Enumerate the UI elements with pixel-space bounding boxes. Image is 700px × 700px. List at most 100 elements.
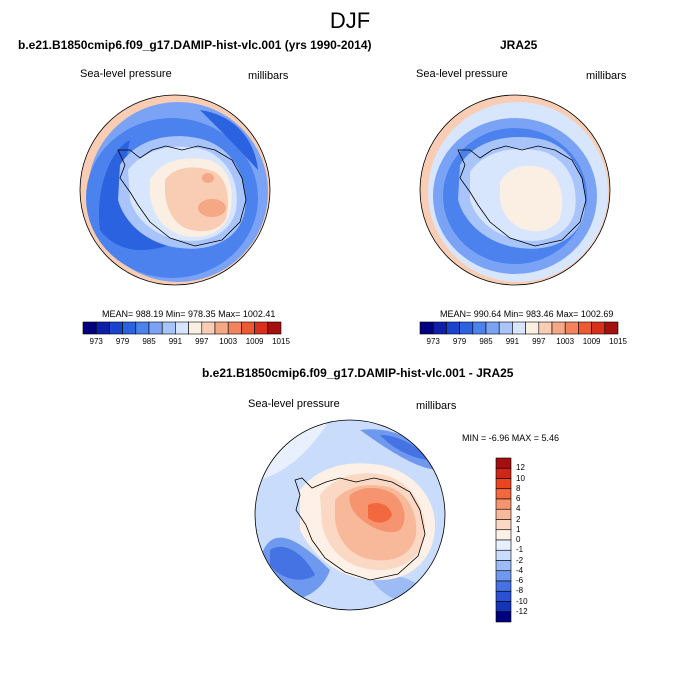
colorbar-obs-swatch bbox=[472, 321, 487, 335]
colorbar-model-swatch bbox=[95, 321, 110, 335]
map-diff-coastline bbox=[294, 477, 426, 581]
colorbar-diff-swatch bbox=[495, 601, 512, 613]
colorbar-obs-tick-label: 1003 bbox=[556, 337, 575, 346]
colorbar-obs-tick-label: 991 bbox=[505, 337, 520, 346]
colorbar-obs-tick-label: 979 bbox=[452, 337, 467, 346]
colorbar-model bbox=[82, 321, 282, 335]
colorbar-diff-swatch bbox=[495, 498, 512, 510]
colorbar-obs-tick-label: 1009 bbox=[582, 337, 601, 346]
colorbar-diff-tick-label: 12 bbox=[516, 463, 525, 473]
colorbar-obs-swatch bbox=[432, 321, 447, 335]
colorbar-diff-swatch bbox=[495, 478, 512, 490]
colorbar-diff-tick-label: -10 bbox=[516, 596, 528, 606]
map-model-low-east bbox=[200, 110, 258, 170]
map-diff-ne-core bbox=[380, 435, 428, 460]
colorbar-model-swatch bbox=[175, 321, 189, 335]
colorbar-diff-tick-label: -12 bbox=[516, 606, 528, 616]
colorbar-model-swatch bbox=[241, 321, 255, 335]
map-obs-coastline bbox=[457, 145, 587, 247]
map-obs bbox=[420, 95, 610, 285]
panel-model-stats: MEAN= 988.19 Min= 978.35 Max= 1002.41 bbox=[102, 309, 276, 319]
colorbar-diff-swatch bbox=[495, 580, 512, 592]
colorbar-model-swatch bbox=[267, 321, 282, 335]
colorbar-obs-tick-label: 973 bbox=[426, 337, 440, 346]
colorbar-model-swatch bbox=[214, 321, 229, 335]
colorbar-obs-swatch bbox=[485, 321, 500, 335]
map-diff-border bbox=[254, 419, 446, 611]
colorbar-obs-swatch bbox=[564, 321, 579, 335]
map-model-coastline bbox=[117, 145, 247, 247]
colorbar-obs-swatch bbox=[551, 321, 566, 335]
colorbar-diff-swatch bbox=[495, 611, 512, 623]
map-diff-sw-core bbox=[270, 546, 315, 580]
colorbar-model-swatch bbox=[227, 321, 242, 335]
colorbar-obs-swatch bbox=[512, 321, 526, 335]
map-model-low-west bbox=[99, 140, 170, 250]
colorbar-diff-swatch bbox=[495, 590, 512, 602]
colorbar-diff-tick-label: 0 bbox=[516, 535, 521, 544]
colorbar-obs-swatch bbox=[446, 321, 460, 335]
colorbar-obs-swatch bbox=[419, 321, 434, 335]
panel-diff-stats: MIN = -6.96 MAX = 5.46 bbox=[462, 433, 560, 443]
colorbar-diff-tick-label: 1 bbox=[516, 524, 521, 534]
map-model-land-peak bbox=[202, 173, 214, 183]
page-title: DJF bbox=[329, 8, 371, 33]
colorbar-diff-tick-label: 2 bbox=[516, 514, 521, 524]
colorbar-diff-swatch bbox=[495, 549, 512, 561]
panel-title-obs: JRA25 bbox=[500, 38, 538, 52]
colorbar-diff-tick-label: 10 bbox=[516, 473, 525, 483]
colorbar-obs-swatch bbox=[538, 321, 553, 335]
colorbar-diff-swatch bbox=[495, 488, 512, 500]
colorbar-model-swatch bbox=[109, 321, 123, 335]
colorbar-model-swatch bbox=[122, 321, 137, 335]
colorbar-model-swatch bbox=[188, 321, 203, 335]
colorbar-diff bbox=[495, 457, 512, 623]
colorbar-diff-tick-label: -8 bbox=[516, 586, 524, 596]
panel-model-units-label: millibars bbox=[248, 70, 289, 82]
colorbar-diff-tick-label: 8 bbox=[516, 483, 521, 493]
colorbar-model-tick-label: 997 bbox=[195, 337, 209, 346]
map-model-border bbox=[79, 94, 271, 286]
colorbar-obs-swatch bbox=[578, 321, 592, 335]
colorbar-diff-swatch bbox=[495, 570, 512, 582]
colorbar-obs-swatch bbox=[525, 321, 540, 335]
colorbar-obs-tick-label: 1015 bbox=[609, 337, 627, 346]
colorbar-model-tick-label: 991 bbox=[168, 337, 183, 346]
colorbar-diff-tick-label: -1 bbox=[516, 545, 524, 555]
panel-obs-variable-label: Sea-level pressure bbox=[416, 68, 508, 80]
colorbar-diff-swatch bbox=[495, 539, 512, 551]
colorbar-obs-tick-label: 997 bbox=[532, 337, 546, 346]
colorbar-diff-swatch bbox=[495, 529, 512, 541]
colorbar-model-tick-label: 1009 bbox=[245, 337, 264, 346]
colorbar-diff-tick-label: 4 bbox=[516, 504, 521, 514]
panel-obs-units-label: millibars bbox=[586, 70, 627, 82]
colorbar-model-swatch bbox=[135, 321, 150, 335]
colorbar-obs-swatch bbox=[498, 321, 513, 335]
colorbar-obs-swatch bbox=[604, 321, 619, 335]
colorbar-diff-tick-label: -2 bbox=[516, 555, 524, 565]
map-model-land-high bbox=[198, 199, 226, 217]
map-obs-border bbox=[419, 94, 611, 286]
map-obs-land-low bbox=[499, 165, 563, 232]
colorbar-model-tick-label: 1015 bbox=[272, 337, 290, 346]
panel-title-diff: b.e21.B1850cmip6.f09_g17.DAMIP-hist-vlc.… bbox=[202, 366, 514, 380]
panel-title-model: b.e21.B1850cmip6.f09_g17.DAMIP-hist-vlc.… bbox=[18, 38, 372, 52]
map-model bbox=[80, 95, 270, 285]
colorbar-diff-swatch bbox=[495, 457, 512, 469]
colorbar-model-tick-label: 1003 bbox=[219, 337, 238, 346]
colorbar-diff-tick-label: -6 bbox=[516, 576, 524, 585]
colorbar-diff-swatch bbox=[495, 508, 512, 520]
map-diff-land-peak bbox=[368, 503, 392, 523]
colorbar-model-swatch bbox=[148, 321, 163, 335]
colorbar-diff-swatch bbox=[495, 519, 512, 531]
colorbar-model-swatch bbox=[161, 321, 176, 335]
colorbar-obs bbox=[419, 321, 619, 335]
colorbar-diff-swatch bbox=[495, 467, 512, 479]
colorbar-model-tick-label: 973 bbox=[89, 337, 103, 346]
colorbar-model-swatch bbox=[254, 321, 269, 335]
colorbar-model-swatch bbox=[82, 321, 97, 335]
colorbar-obs-swatch bbox=[459, 321, 474, 335]
panel-obs-stats: MEAN= 990.64 Min= 983.46 Max= 1002.69 bbox=[440, 309, 614, 319]
colorbar-diff-tick-label: 6 bbox=[516, 494, 521, 503]
